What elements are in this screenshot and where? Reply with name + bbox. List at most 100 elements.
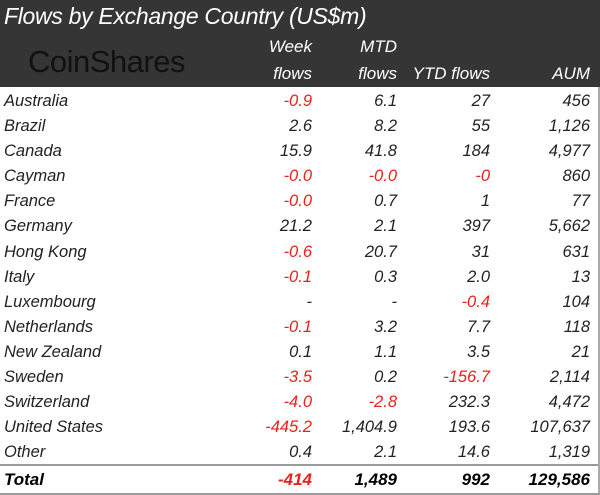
cell-aum: 456 <box>562 92 590 110</box>
cell-mtd-flows: 41.8 <box>364 142 397 161</box>
cell-aum: 860 <box>562 167 590 186</box>
cell-ytd-flows: -0.4 <box>461 292 490 311</box>
table-title: Flows by Exchange Country (US$m) <box>4 3 367 29</box>
cell-week-flows: -0.0 <box>283 192 312 211</box>
table-row: France -0.0 0.7 1 77 <box>0 189 600 214</box>
table-row: Germany 21.2 2.1 397 5,662 <box>0 214 600 239</box>
cell-aum: 21 <box>571 342 590 361</box>
total-mtd: 1,489 <box>354 470 397 489</box>
cell-mtd-flows: 1,404.9 <box>341 418 397 437</box>
table-border <box>598 87 600 493</box>
cell-aum: 1,126 <box>548 117 590 136</box>
cell-country: Luxembourg <box>4 292 96 311</box>
table-row: Canada 15.9 41.8 184 4,977 <box>0 139 600 164</box>
col-aum-label: AUM <box>552 64 590 83</box>
cell-ytd-flows: 27 <box>471 92 490 110</box>
cell-country: Germany <box>4 217 72 236</box>
cell-ytd-flows: 14.6 <box>457 443 490 462</box>
cell-week-flows: -0.1 <box>283 267 312 286</box>
table-row: United States -445.2 1,404.9 193.6 107,637 <box>0 415 600 440</box>
table-row: Australia -0.9 6.1 27 456 <box>0 89 600 114</box>
cell-mtd-flows: - <box>391 292 398 311</box>
cell-mtd-flows: -0.0 <box>368 167 397 186</box>
col-week-label-2: flows <box>273 64 312 83</box>
cell-ytd-flows: 3.5 <box>467 342 490 361</box>
cell-ytd-flows: 55 <box>471 117 490 136</box>
cell-aum: 107,637 <box>530 418 590 437</box>
table-row: Italy -0.1 0.3 2.0 13 <box>0 265 600 290</box>
cell-aum: 77 <box>571 192 590 211</box>
cell-aum: 104 <box>562 292 590 311</box>
total-week: -414 <box>277 470 312 489</box>
col-ytd-label: YTD flows <box>412 64 490 83</box>
cell-country: Australia <box>4 92 69 110</box>
cell-week-flows: -0.1 <box>283 317 312 336</box>
cell-aum: 631 <box>562 242 590 261</box>
table-row: Other 0.4 2.1 14.6 1,319 <box>0 440 600 465</box>
cell-week-flows: 0.1 <box>289 342 312 361</box>
cell-country: Sweden <box>4 368 64 387</box>
table-row: Cayman -0.0 -0.0 -0 860 <box>0 164 600 189</box>
cell-ytd-flows: -156.7 <box>443 368 490 387</box>
cell-country: Other <box>4 443 46 462</box>
table-row: Sweden -3.5 0.2 -156.7 2,114 <box>0 365 600 390</box>
cell-week-flows: 0.4 <box>289 443 312 462</box>
cell-aum: 5,662 <box>548 217 590 236</box>
cell-mtd-flows: 2.1 <box>374 443 397 462</box>
col-mtd-label-1: MTD <box>360 37 397 56</box>
cell-aum: 13 <box>571 267 590 286</box>
total-aum: 129,586 <box>528 470 590 489</box>
cell-mtd-flows: 8.2 <box>374 117 397 136</box>
cell-week-flows: -0.9 <box>283 92 312 110</box>
cell-mtd-flows: 0.2 <box>374 368 397 387</box>
cell-country: Switzerland <box>4 393 90 412</box>
table-row: Netherlands -0.1 3.2 7.7 118 <box>0 315 600 340</box>
total-ytd: 992 <box>461 470 490 489</box>
cell-ytd-flows: -0 <box>475 167 490 186</box>
cell-week-flows: -3.5 <box>283 368 312 387</box>
cell-ytd-flows: 184 <box>462 142 490 161</box>
cell-ytd-flows: 232.3 <box>448 393 490 412</box>
cell-mtd-flows: 6.1 <box>374 92 397 110</box>
cell-mtd-flows: 20.7 <box>364 242 397 261</box>
cell-week-flows: 15.9 <box>279 142 312 161</box>
cell-aum: 2,114 <box>549 368 590 387</box>
cell-country: Brazil <box>4 117 46 136</box>
cell-mtd-flows: 2.1 <box>374 217 397 236</box>
cell-week-flows: -0.0 <box>283 167 312 186</box>
table-row: Brazil 2.6 8.2 55 1,126 <box>0 114 600 139</box>
cell-country: Cayman <box>4 167 66 186</box>
cell-country: Canada <box>4 142 62 161</box>
cell-ytd-flows: 31 <box>471 242 490 261</box>
table-row: Hong Kong -0.6 20.7 31 631 <box>0 240 600 265</box>
cell-ytd-flows: 193.6 <box>448 418 490 437</box>
col-week-label-1: Week <box>268 37 312 56</box>
cell-mtd-flows: 0.3 <box>374 267 397 286</box>
cell-mtd-flows: 0.7 <box>374 192 397 211</box>
cell-ytd-flows: 1 <box>480 192 490 211</box>
total-row: Total -414 1,489 992 129,586 <box>0 464 600 495</box>
cell-country: New Zealand <box>4 342 102 361</box>
cell-country: Hong Kong <box>4 242 87 261</box>
table-row: Luxembourg - - -0.4 104 <box>0 290 600 315</box>
cell-mtd-flows: -2.8 <box>368 393 397 412</box>
cell-aum: 118 <box>563 317 590 336</box>
table-body: Australia -0.9 6.1 27 456 Brazil 2.6 8.2 55 1,126… <box>0 89 600 465</box>
cell-mtd-flows: 3.2 <box>374 317 397 336</box>
cell-week-flows: -0.6 <box>283 242 312 261</box>
cell-week-flows: -445.2 <box>265 418 312 437</box>
cell-aum: 1,319 <box>548 443 590 462</box>
table-row: Switzerland -4.0 -2.8 232.3 4,472 <box>0 390 600 415</box>
cell-week-flows: 21.2 <box>279 217 312 236</box>
cell-ytd-flows: 7.7 <box>467 317 490 336</box>
cell-ytd-flows: 2.0 <box>467 267 490 286</box>
cell-aum: 4,472 <box>548 393 590 412</box>
cell-country: France <box>4 192 56 211</box>
cell-ytd-flows: 397 <box>462 217 490 236</box>
cell-country: Netherlands <box>4 317 93 336</box>
cell-country: Italy <box>4 267 35 286</box>
cell-aum: 4,977 <box>548 142 590 161</box>
cell-week-flows: -4.0 <box>283 393 312 412</box>
cell-mtd-flows: 1.1 <box>374 342 397 361</box>
